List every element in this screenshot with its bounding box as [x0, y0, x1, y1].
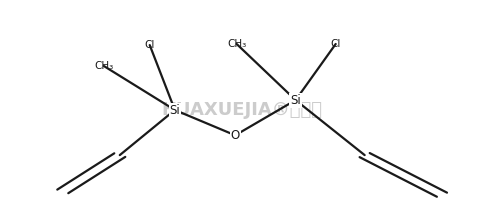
Text: Cl: Cl: [144, 40, 155, 50]
Text: Si: Si: [170, 103, 180, 117]
Text: HUAXUEJIA®化学加: HUAXUEJIA®化学加: [161, 101, 322, 119]
Text: O: O: [230, 129, 240, 142]
Text: Cl: Cl: [330, 39, 341, 49]
Text: Si: Si: [290, 94, 301, 107]
Text: CH₃: CH₃: [227, 39, 246, 49]
Text: CH₃: CH₃: [94, 61, 114, 71]
